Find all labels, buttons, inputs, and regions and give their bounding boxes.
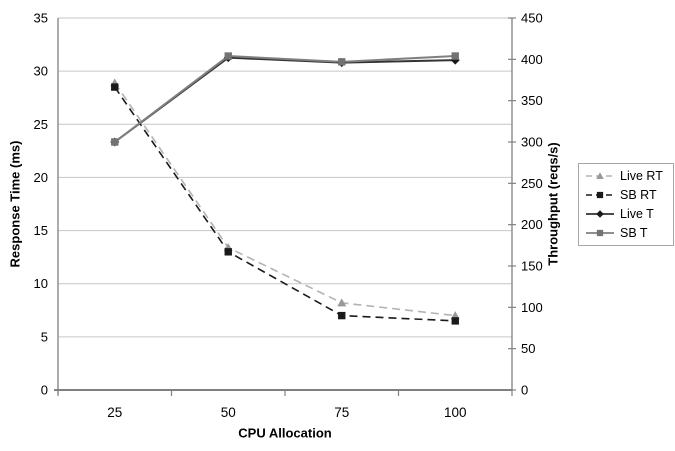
left-axis-tick-label: 35 <box>34 11 48 26</box>
legend-item-sb-t: SB T <box>585 226 667 240</box>
marker-square <box>338 311 346 320</box>
series-line-live-t <box>114 56 456 143</box>
marker-square <box>596 191 604 199</box>
series-line-sb-t <box>114 55 456 143</box>
right-axis-tick-label: 200 <box>521 217 543 232</box>
x-axis-tick-label: 25 <box>107 405 122 420</box>
marker-square <box>111 138 119 146</box>
legend-label-sb-t: SB T <box>620 226 648 240</box>
right-axis-tick-label: 400 <box>521 52 543 67</box>
left-axis-tick-label: 15 <box>34 223 48 238</box>
legend-marker-live-t <box>586 210 614 218</box>
legend: Live RT SB RT Live T SB T <box>578 163 674 246</box>
series-line-live-rt <box>114 82 456 317</box>
right-axis-tick-label: 300 <box>521 135 543 150</box>
right-axis-tick-label: 100 <box>521 300 543 315</box>
x-axis-tick-label: 50 <box>221 405 236 420</box>
x-axis-tick-label: 75 <box>334 405 349 420</box>
legend-label-live-t: Live T <box>620 207 654 221</box>
x-axis-tick-label: 100 <box>444 405 467 420</box>
marker-square <box>224 52 232 60</box>
left-axis-tick-label: 20 <box>34 170 48 185</box>
marker-square <box>111 83 119 91</box>
series-line-sb-rt <box>114 86 456 322</box>
marker-diamond <box>596 210 604 218</box>
left-axis-tick-label: 25 <box>34 117 48 132</box>
legend-item-live-rt: Live RT <box>585 169 667 183</box>
legend-label-sb-rt: SB RT <box>620 188 657 202</box>
right-axis-tick-label: 450 <box>521 11 543 26</box>
marker-triangle <box>450 311 460 320</box>
marker-triangle <box>596 172 604 179</box>
marker-triangle <box>337 298 347 307</box>
left-axis-tick-label: 5 <box>41 329 48 344</box>
legend-label-live-rt: Live RT <box>620 169 663 183</box>
legend-marker-sb-t <box>586 229 614 237</box>
right-axis-tick-label: 250 <box>521 176 543 191</box>
legend-marker-live-rt <box>586 172 614 179</box>
legend-marker-sb-rt <box>586 191 614 199</box>
legend-item-sb-rt: SB RT <box>585 188 667 202</box>
marker-square <box>596 229 604 237</box>
marker-square <box>451 52 459 60</box>
marker-square <box>224 248 232 256</box>
left-axis-tick-label: 0 <box>41 383 48 398</box>
marker-square <box>451 317 459 325</box>
right-axis-tick-label: 0 <box>521 383 528 398</box>
left-axis-tick-label: 30 <box>34 64 48 79</box>
marker-square <box>338 58 346 66</box>
right-axis-tick-label: 350 <box>521 93 543 108</box>
right-axis-title: Throughput (reqs/s) <box>545 142 561 266</box>
legend-item-live-t: Live T <box>585 207 667 221</box>
left-axis-title: Response Time (ms) <box>7 140 23 268</box>
x-axis-title: CPU Allocation <box>238 425 332 441</box>
left-axis-tick-label: 10 <box>34 276 48 291</box>
right-axis-tick-label: 50 <box>521 341 535 356</box>
right-axis-tick-label: 150 <box>521 259 543 274</box>
